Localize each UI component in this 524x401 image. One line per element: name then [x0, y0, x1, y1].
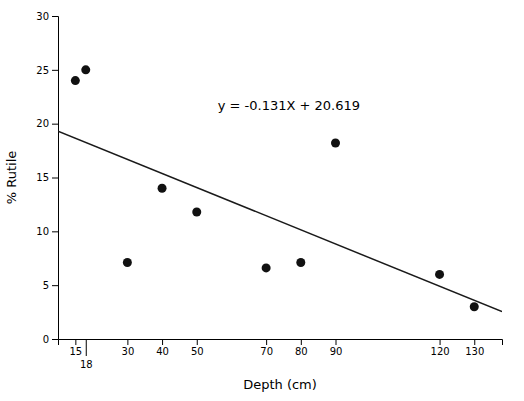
regression-line — [58, 131, 502, 312]
x-tick: 40 — [156, 339, 169, 357]
x-tick: 15 — [69, 339, 82, 357]
x-tick-mark — [162, 339, 163, 345]
x-tick: 70 — [260, 339, 273, 357]
chart: 15 18 30 40 50 70 80 90 120 130 0 5 10 15 20 25 30 y = -0… — [0, 0, 524, 401]
x-tick-label: 15 — [69, 346, 82, 357]
x-axis-line — [59, 340, 503, 346]
scatter-point — [296, 258, 305, 267]
y-tick-mark — [52, 285, 58, 286]
x-tick: 130 — [465, 339, 484, 357]
x-tick: 120 — [431, 339, 450, 357]
scatter-point — [158, 184, 167, 193]
scatter-point — [262, 263, 271, 272]
y-axis-line — [52, 17, 59, 340]
x-tick-label: 40 — [156, 346, 169, 357]
x-tick: 80 — [295, 339, 308, 357]
y-tick: 20 — [36, 118, 58, 129]
x-tick-label: 120 — [431, 346, 450, 357]
y-tick-mark — [52, 124, 58, 125]
scatter-point — [470, 302, 479, 311]
marks — [58, 65, 502, 311]
x-axis-title: Depth (cm) — [243, 377, 317, 392]
y-axis-title: % Rutile — [4, 151, 19, 205]
x-tick: 30 — [122, 339, 135, 357]
y-tick-label: 20 — [36, 118, 49, 129]
y-tick-label: 30 — [36, 11, 49, 22]
equation: y = -0.131X + 20.619 — [218, 98, 360, 113]
x-tick-label: 90 — [330, 346, 343, 357]
y-tick-label: 15 — [36, 172, 49, 183]
scatter-point — [331, 139, 340, 148]
x-tick-mark — [474, 339, 475, 345]
y-tick-label: 25 — [36, 65, 49, 76]
x-tick-label: 18 — [80, 359, 93, 370]
x-tick-label: 30 — [122, 346, 135, 357]
scatter-point — [123, 258, 132, 267]
x-tick-label: 50 — [191, 346, 204, 357]
x-tick-label: 80 — [295, 346, 308, 357]
y-tick-mark — [52, 70, 58, 71]
x-tick-mark — [86, 339, 87, 356]
x-tick-mark — [336, 339, 337, 345]
x-tick-mark — [197, 339, 198, 345]
y-tick: 10 — [36, 226, 58, 237]
y-tick: 25 — [36, 65, 58, 76]
y-tick: 0 — [43, 334, 58, 345]
y-tick-label: 0 — [43, 334, 49, 345]
y-tick-label: 5 — [43, 280, 49, 291]
x-tick-label: 70 — [260, 346, 273, 357]
scatter-point — [192, 207, 201, 216]
x-tick-mark — [75, 339, 76, 345]
y-tick: 5 — [43, 280, 58, 291]
x-tick-mark — [301, 339, 302, 345]
scatter-point — [81, 65, 90, 74]
y-tick: 15 — [36, 172, 58, 183]
y-tick-mark — [52, 231, 58, 232]
scatter-point — [435, 270, 444, 279]
y-tick-mark — [52, 16, 58, 17]
y-tick-label: 10 — [36, 226, 49, 237]
x-tick: 50 — [191, 339, 204, 357]
x-tick: 18 — [80, 339, 93, 370]
y-tick: 30 — [36, 11, 58, 22]
y-tick-mark — [52, 339, 58, 340]
scatter-point — [71, 76, 80, 85]
x-tick-mark — [440, 339, 441, 345]
x-tick: 90 — [330, 339, 343, 357]
plot: 15 18 30 40 50 70 80 90 120 130 0 5 10 15 20 25 30 y = -0… — [4, 11, 503, 392]
x-tick-mark — [266, 339, 267, 345]
y-tick-mark — [52, 178, 58, 179]
y-axis: 0 5 10 15 20 25 30 — [36, 11, 58, 345]
x-axis: 15 18 30 40 50 70 80 90 120 130 — [59, 339, 503, 370]
x-tick-mark — [127, 339, 128, 345]
x-tick-label: 130 — [465, 346, 484, 357]
